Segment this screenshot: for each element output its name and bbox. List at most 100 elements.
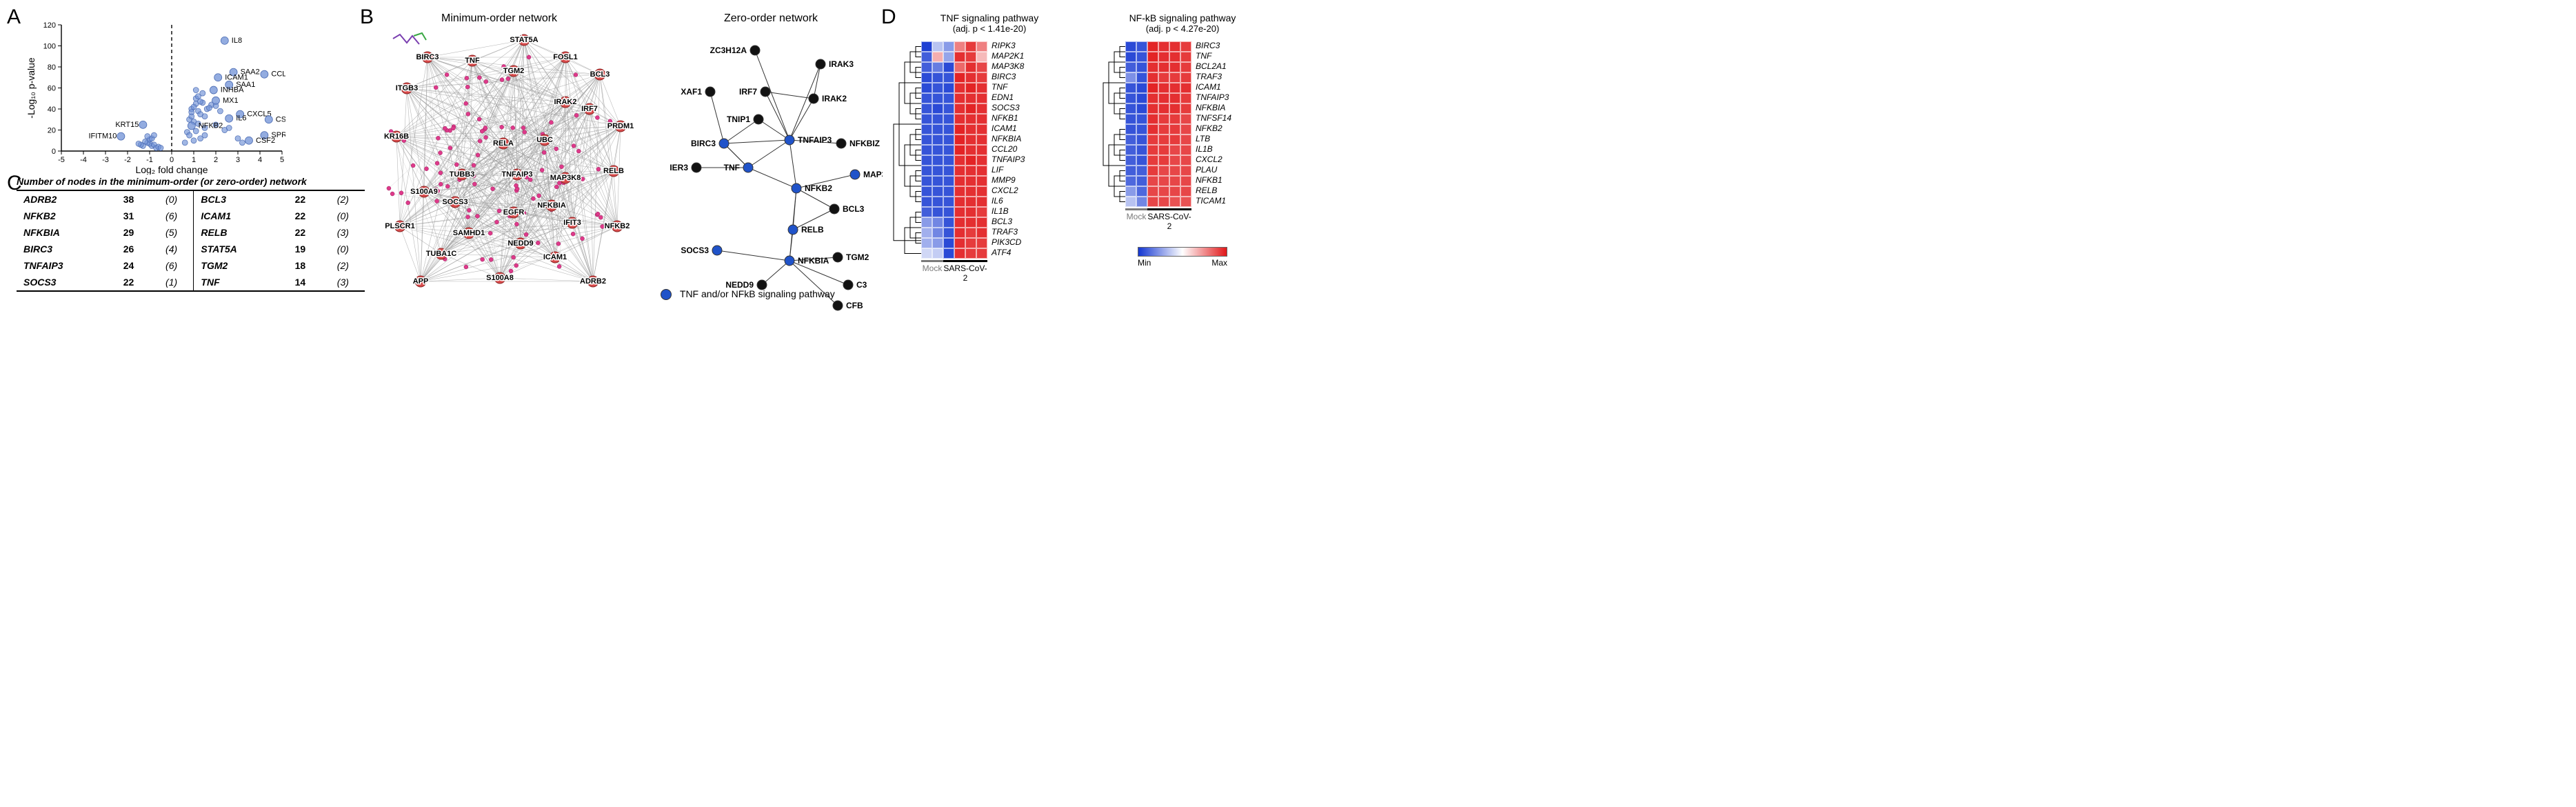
heatmap-cell	[1169, 176, 1180, 186]
heatmap-cell	[954, 238, 965, 248]
hm-right-title-block: NF-kB signaling pathway (adj. p < 4.27e-…	[1096, 12, 1269, 34]
count-cell: 22	[279, 190, 321, 208]
heatmap-cell	[932, 186, 943, 197]
heatmap-gene-label: RIPK3	[992, 41, 1016, 52]
heatmap-cell	[943, 124, 954, 134]
svg-text:-5: -5	[58, 156, 65, 164]
colorbar: MinMax	[1138, 247, 1227, 268]
heatmap-cell	[1169, 83, 1180, 93]
min-network-node-label: S100A9	[410, 188, 438, 196]
mock-label: Mock	[921, 263, 943, 273]
zero-network-node-label: BIRC3	[691, 139, 716, 148]
gene-cell: TGM2	[194, 257, 279, 274]
heatmap-cell	[1180, 114, 1191, 124]
min-network-node-label: PRDM1	[607, 122, 634, 130]
heatmap-cell	[1147, 72, 1158, 83]
count-cell: 22	[279, 224, 321, 241]
min-network-node-label: BCL3	[590, 70, 610, 79]
count-cell: 24	[108, 257, 150, 274]
gene-cell: RELB	[194, 224, 279, 241]
zero-count-cell: (1)	[150, 274, 194, 291]
heatmap-cell	[1180, 62, 1191, 72]
min-network-node-label: ADRB2	[580, 277, 606, 286]
heatmap-cell	[932, 176, 943, 186]
count-cell: 26	[108, 241, 150, 257]
sars-label: SARS-CoV-2	[1147, 212, 1191, 231]
heatmap-gene-label: SOCS3	[992, 103, 1020, 114]
heatmap-cell	[965, 41, 976, 52]
heatmap-cell	[1158, 186, 1169, 197]
heatmap-cell	[1136, 83, 1147, 93]
heatmap-cell	[932, 197, 943, 207]
heatmap-cell	[954, 134, 965, 145]
heatmap-cell	[976, 197, 987, 207]
heatmap-cell	[932, 41, 943, 52]
zero-count-cell: (0)	[150, 190, 194, 208]
heatmap-cell	[1125, 176, 1136, 186]
heatmap-cell	[921, 186, 932, 197]
heatmap-cell	[965, 114, 976, 124]
heatmap-cell	[976, 145, 987, 155]
volcano-gene-label: IL6	[236, 114, 246, 123]
heatmap-cell	[943, 186, 954, 197]
heatmap-cell	[943, 52, 954, 62]
count-cell: 31	[108, 208, 150, 224]
gene-cell: NFKB2	[17, 208, 108, 224]
zero-network-node-label: ZC3H12A	[710, 46, 747, 55]
panel-d-heatmaps: TNF signaling pathway (adj. p < 1.41e-20…	[883, 12, 1282, 330]
heatmap-cell	[932, 207, 943, 217]
table-row: SOCS322(1)TNF14(3)	[17, 274, 365, 291]
heatmap-cell	[965, 93, 976, 103]
heatmap-cell	[976, 103, 987, 114]
heatmap-cell	[1180, 145, 1191, 155]
zero-network-node-label: C3	[856, 280, 867, 290]
min-network-node-label: TNFAIP3	[501, 170, 532, 179]
heatmap-cell	[1125, 134, 1136, 145]
heatmap-cell	[1125, 72, 1136, 83]
min-network-node-label: TNF	[465, 57, 480, 65]
heatmap-cell	[932, 134, 943, 145]
heatmap-cell	[1158, 114, 1169, 124]
volcano-gene-label: IL8	[232, 37, 242, 45]
min-network-node-label: S100A8	[486, 274, 514, 282]
heatmap-cell	[1147, 166, 1158, 176]
heatmap-right: BIRC3TNFBCL2A1TRAF3ICAM1TNFAIP3NFKBIATNF…	[1094, 41, 1254, 225]
svg-text:Log₂ fold change: Log₂ fold change	[135, 164, 208, 175]
table-c-title: Number of nodes in the minimum-order (or…	[17, 176, 365, 187]
zero-network-node-label: IRAK2	[822, 94, 847, 103]
heatmap-cell	[1125, 145, 1136, 155]
heatmap-cell	[976, 52, 987, 62]
table-row: BIRC326(4)STAT5A19(0)	[17, 241, 365, 257]
heatmap-gene-label: TNF	[1196, 52, 1211, 62]
heatmap-cell	[1180, 176, 1191, 186]
heatmap-cell	[1169, 41, 1180, 52]
heatmap-cell	[1136, 52, 1147, 62]
heatmap-cell	[921, 93, 932, 103]
zero-network-node-label: NFKBIZ	[849, 139, 880, 148]
heatmap-cell	[932, 83, 943, 93]
heatmap-cell	[965, 176, 976, 186]
nodes-count-table: ADRB238(0)BCL322(2)NFKB231(6)ICAM122(0)N…	[17, 190, 365, 292]
heatmap-gene-label: IL1B	[1196, 145, 1213, 155]
volcano-gene-label: MX1	[223, 97, 239, 105]
heatmap-cell	[1147, 197, 1158, 207]
heatmap-cell	[1169, 124, 1180, 134]
heatmap-cell	[932, 52, 943, 62]
heatmap-cell	[965, 238, 976, 248]
heatmap-cell	[921, 41, 932, 52]
heatmap-cell	[1147, 124, 1158, 134]
heatmap-cell	[954, 186, 965, 197]
heatmap-cell	[1158, 52, 1169, 62]
heatmap-left: RIPK3MAP2K1MAP3K8BIRC3TNFEDN1SOCS3NFKB1I…	[889, 41, 1049, 277]
heatmap-cell	[1158, 124, 1169, 134]
heatmap-cell	[1169, 72, 1180, 83]
heatmap-cell	[943, 83, 954, 93]
heatmap-cell	[1147, 62, 1158, 72]
volcano-gene-label: INHBA	[221, 86, 244, 94]
zero-count-cell: (6)	[150, 208, 194, 224]
heatmap-gene-label: TRAF3	[992, 228, 1018, 238]
svg-text:-2: -2	[124, 156, 131, 164]
heatmap-cell	[1169, 93, 1180, 103]
svg-text:5: 5	[280, 156, 284, 164]
min-network-node-label: SOCS3	[442, 198, 467, 206]
